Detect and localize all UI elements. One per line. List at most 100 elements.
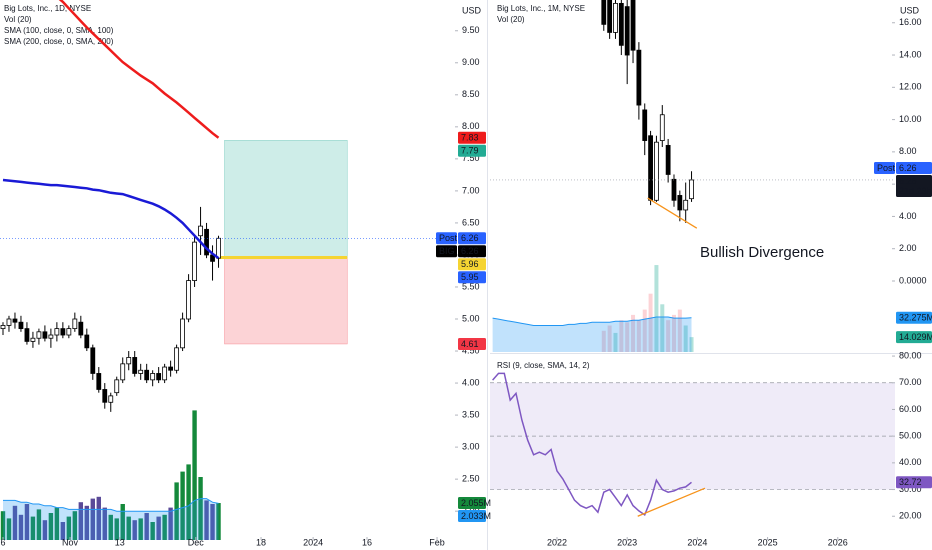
candle-body [204, 228, 209, 256]
volume-bar [689, 337, 694, 352]
y-tick-label: 8.00 [462, 121, 480, 131]
x-tick-label: 2023 [617, 537, 637, 547]
volume-bar [6, 518, 12, 540]
volume-bar [132, 520, 137, 540]
candle-body [216, 237, 221, 259]
candle-body [60, 328, 66, 336]
volume-bar [66, 516, 72, 540]
position-target-zone [224, 140, 348, 258]
x-tick-label: 13 [115, 537, 125, 547]
y-tick-label: 60.00 [899, 404, 922, 414]
x-tick-label: Feb [429, 537, 445, 547]
price-flag-label: 5.96 [461, 259, 479, 269]
legend-entry: SMA (100, close, 0, SMA, 100) [4, 26, 114, 35]
y-tick-label: 4.50 [462, 345, 480, 355]
y-tick-label: 4.00 [899, 211, 917, 221]
volume-bar [671, 314, 676, 352]
volume-bar [102, 507, 107, 540]
candle-body [168, 366, 174, 371]
price-flag [458, 337, 486, 350]
x-tick-label: Nov [62, 537, 79, 547]
price-flag [458, 497, 486, 510]
price-flag [896, 476, 932, 489]
price-flag-label: 2.055M [461, 498, 491, 508]
candle-body [665, 145, 671, 175]
volume-bar [642, 309, 647, 352]
volume-bar [198, 477, 203, 540]
volume-bar [24, 504, 30, 540]
countdown-label: 21d 23h [899, 186, 932, 196]
candle-body [192, 241, 197, 281]
volume-bar [216, 503, 221, 540]
side-flag-label: Post [877, 163, 896, 173]
price-flag-label: 7.79 [461, 146, 479, 156]
price-flag [458, 131, 486, 144]
volume-bar [156, 516, 161, 540]
price-flag [896, 174, 932, 197]
candle-body [156, 373, 162, 381]
x-tick-label: 6 [0, 537, 5, 547]
volume-bar [18, 514, 24, 540]
legend-entry: Vol (20) [4, 15, 32, 24]
trendline [637, 487, 706, 517]
y-tick-label: 3.00 [462, 441, 480, 451]
x-tick-label: 2026 [828, 537, 848, 547]
volume-bar [48, 513, 54, 540]
volume-bar [60, 522, 66, 540]
currency: USD [900, 5, 920, 15]
volume-bar [108, 514, 113, 540]
line [492, 316, 692, 326]
candle-body [150, 373, 156, 381]
price-flag-label: 6.26 [461, 233, 479, 243]
price-flag [896, 311, 932, 324]
y-tick-label: 50.00 [899, 431, 922, 441]
chart-title: Big Lots, Inc., 1M, NYSE [497, 4, 585, 13]
line [3, 498, 219, 512]
volume-bar [648, 293, 653, 352]
candle-body [654, 141, 659, 201]
candle-body [54, 328, 60, 336]
volume-bar [114, 518, 119, 540]
volume-bar [36, 509, 42, 540]
y-tick-label: 14.00 [899, 49, 922, 59]
volume-bar [72, 511, 78, 540]
x-tick-label: 18 [256, 537, 266, 547]
volume-bar [144, 513, 149, 540]
volume-bar [601, 330, 606, 352]
volume-bar [607, 325, 612, 352]
price-flag [458, 245, 486, 258]
line [58, 0, 220, 139]
price-flag-label: 32.72 [899, 477, 922, 487]
y-tick-label: 30.00 [899, 484, 922, 494]
candle-body [90, 347, 96, 374]
candle-body [618, 2, 624, 46]
volume-bar [84, 505, 90, 540]
price-flag [458, 510, 486, 523]
candle-body [613, 2, 618, 33]
side-flag [874, 161, 895, 174]
volume-bar [210, 504, 215, 540]
candle-body [120, 363, 126, 381]
volume-bar [677, 309, 682, 352]
candle-body [18, 321, 24, 330]
volume-bar [162, 514, 167, 540]
candle-body [198, 225, 203, 237]
candle-body [96, 373, 102, 390]
y-tick-label: 8.00 [899, 146, 917, 156]
y-tick-label: 40.00 [899, 457, 922, 467]
x-tick-label: 2025 [758, 537, 778, 547]
price-flag [458, 271, 486, 284]
volume-bar [174, 482, 179, 540]
candle-body [108, 395, 114, 403]
price-flag-label: 6.26 [899, 163, 917, 173]
candle-body [630, 0, 636, 51]
legend-entry: Vol (20) [497, 15, 525, 24]
volume-bar [186, 464, 191, 540]
volume-bar [150, 522, 155, 540]
trendline [647, 197, 698, 229]
volume-bar [30, 516, 36, 540]
y-tick-label: 3.50 [462, 409, 480, 419]
price-flag-label: 6.26 [461, 246, 479, 256]
